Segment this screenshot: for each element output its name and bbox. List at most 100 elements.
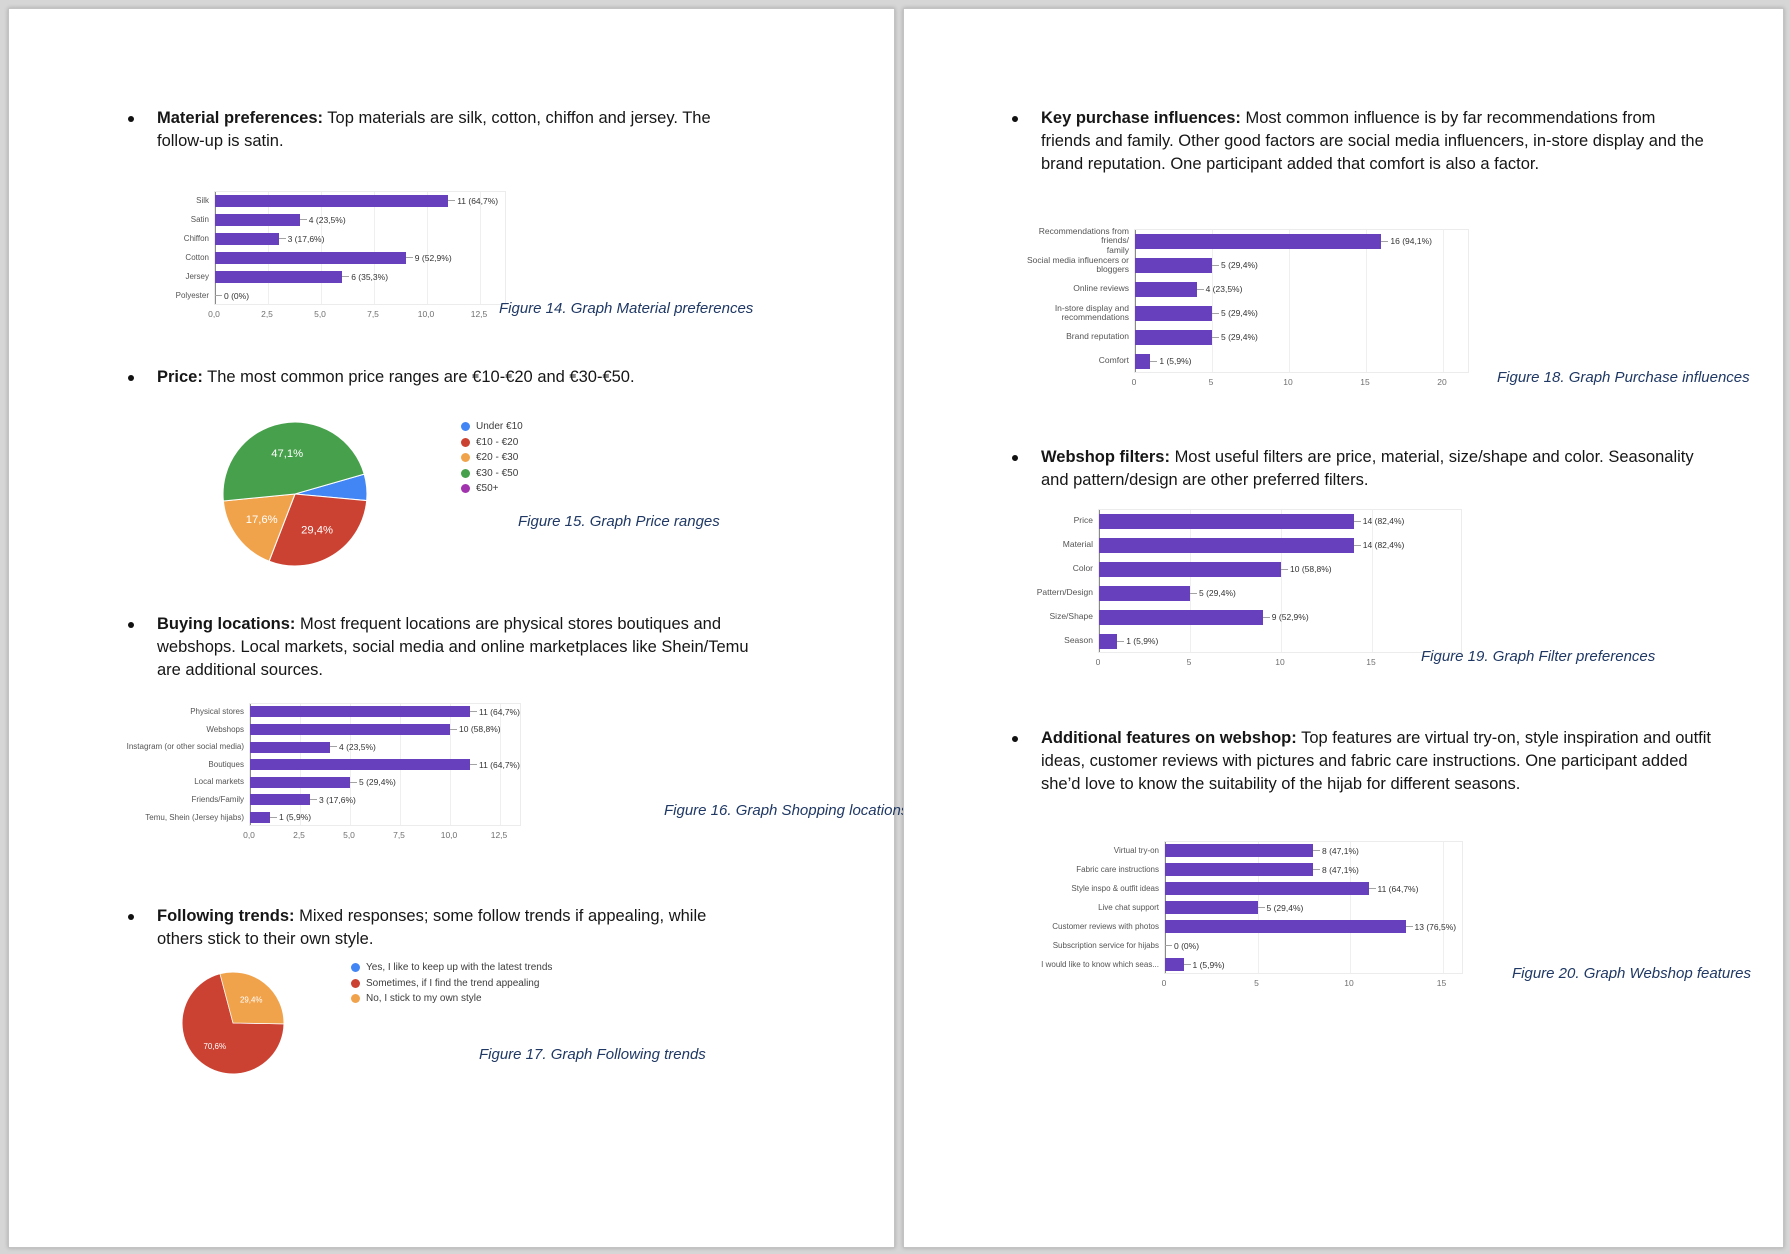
chart-value-label: 14 (82,4%) <box>1353 533 1404 557</box>
chart-bar <box>1099 585 1190 601</box>
figure-caption-19: Figure 19. Graph Filter preferences <box>1421 648 1656 665</box>
chart-category-label: Virtual try-on <box>1113 845 1159 855</box>
chart-category-label: Silk <box>196 195 209 205</box>
bullet-text: Mixed responses; some follow trends if a… <box>157 907 707 948</box>
figure-caption-15: Figure 15. Graph Price ranges <box>518 513 720 530</box>
chart-value-label: 0 (0%) <box>1165 936 1199 955</box>
chart-gridline <box>1372 510 1373 652</box>
chart-value-label: 9 (52,9%) <box>1262 605 1309 629</box>
chart-gridline <box>1350 842 1351 973</box>
figure-caption-16: Figure 16. Graph Shopping locations <box>664 802 909 819</box>
bullet-buying-locations: Buying locations: Most frequent location… <box>124 613 752 682</box>
chart-category-label: Instagram (or other social media) <box>126 742 244 752</box>
chart-axis-tick-label: 7,5 <box>393 830 405 841</box>
chart-category-label: Customer reviews with photos <box>1052 921 1159 931</box>
pie-slice <box>181 973 285 1075</box>
chart-axis-tick-label: 0 <box>1161 978 1167 988</box>
chart-value-label: 6 (35,3%) <box>342 267 388 286</box>
chart-axis-tick-label: 5,0 <box>343 830 355 841</box>
chart-value-label: 10 (58,8%) <box>450 721 501 739</box>
bullet-icon <box>128 375 134 381</box>
chart-gridline <box>268 192 269 304</box>
chart-category-label: Size/Shape <box>1049 611 1093 622</box>
chart-category-label: Live chat support <box>1098 902 1159 912</box>
chart-bar <box>1135 305 1212 321</box>
chart-category-label: Friends/Family <box>191 795 244 805</box>
bullet-icon <box>128 914 134 920</box>
bullet-key-purchase-influences: Key purchase influences: Most common inf… <box>1008 107 1708 176</box>
chart-bar <box>250 723 450 735</box>
chart-bar <box>215 194 449 207</box>
chart-bar <box>1135 329 1212 345</box>
bullet-label: Additional features on webshop: <box>1041 729 1297 747</box>
bar-chart-filter-preferences: Price 14 (82,4%) Material 14 (82,4%) Color 10… <box>1002 509 1462 670</box>
chart-plot-area <box>214 191 506 305</box>
chart-bar <box>1165 844 1313 857</box>
chart-category-label: Pattern/Design <box>1036 587 1093 598</box>
chart-value-label: 4 (23,5%) <box>1196 277 1242 301</box>
page-1: Material preferences: Top materials are … <box>8 8 908 1248</box>
legend-item: €10 - €20 <box>461 436 591 449</box>
chart-value-label: 16 (94,1%) <box>1381 229 1432 253</box>
chart-axis-tick-label: 10 <box>1344 978 1354 988</box>
bullet-text: Top features are virtual try-on, style i… <box>1041 729 1712 793</box>
chart-axis-tick-label: 10,0 <box>440 830 458 841</box>
bullet-icon <box>1012 116 1018 122</box>
bar-chart-purchase-influences: Recommendations from friends/family 16 (9… <box>1024 225 1469 390</box>
pie-legend-following-trends: Yes, I like to keep up with the latest t… <box>351 961 561 1008</box>
chart-category-label: Social media influencers or bloggers <box>1026 254 1129 274</box>
bullet-text: Most frequent locations are physical sto… <box>157 615 749 679</box>
legend-color-dot <box>461 422 470 431</box>
chart-gridline <box>321 192 322 304</box>
bullet-text: Top materials are silk, cotton, chiffon … <box>157 109 711 150</box>
bullet-icon <box>128 116 134 122</box>
chart-category-label: Boutiques <box>208 759 244 769</box>
figure-caption-17: Figure 17. Graph Following trends <box>479 1046 706 1063</box>
chart-bar <box>1165 882 1369 895</box>
chart-category-label: Recommendations from friends/family <box>1038 225 1129 255</box>
chart-axis-tick-label: 20 <box>1437 377 1447 387</box>
chart-axis-tick-label: 5 <box>1254 978 1259 988</box>
bar-chart-webshop-features: Virtual try-on 8 (47,1%) Fabric care instr… <box>1028 841 1463 991</box>
chart-gridline <box>1281 510 1282 652</box>
chart-category-label: Satin <box>190 214 209 224</box>
pie-slice-label: 17,6% <box>246 514 278 526</box>
chart-value-label: 4 (23,5%) <box>330 738 376 756</box>
bullet-icon <box>128 622 134 628</box>
bullet-webshop-filters: Webshop filters: Most useful filters are… <box>1008 446 1708 492</box>
legend-item: Under €10 <box>461 420 591 433</box>
chart-value-label: 5 (29,4%) <box>1190 581 1236 605</box>
legend-label: Under €10 <box>476 421 523 432</box>
chart-value-label: 10 (58,8%) <box>1281 557 1332 581</box>
chart-value-label: 5 (29,4%) <box>1212 253 1258 277</box>
chart-value-label: 1 (5,9%) <box>270 809 311 827</box>
chart-value-label: 11 (64,7%) <box>470 703 520 721</box>
chart-value-label: 11 (64,7%) <box>1368 879 1418 898</box>
chart-value-label: 5 (29,4%) <box>350 773 396 791</box>
chart-axis-tick-label: 0,0 <box>243 830 255 841</box>
legend-color-dot <box>461 468 470 478</box>
chart-category-label: Style inspo & outfit ideas <box>1071 883 1159 893</box>
bullet-price: Price: The most common price ranges are … <box>124 366 752 389</box>
chart-category-label: Webshops <box>206 724 244 734</box>
chart-category-label: Temu, Shein (Jersey hijabs) <box>145 812 244 822</box>
chart-gridline <box>480 192 481 304</box>
chart-bar <box>1099 633 1118 649</box>
chart-gridline <box>1190 510 1191 652</box>
chart-category-label: Chiffon <box>183 233 209 243</box>
chart-axis-tick-label: 0,0 <box>208 309 220 319</box>
legend-item: €30 - €50 <box>461 467 591 480</box>
chart-category-label: Material <box>1062 539 1093 550</box>
chart-axis-tick-label: 10,0 <box>417 309 435 319</box>
chart-category-label: Color <box>1072 563 1093 574</box>
chart-category-label: Comfort <box>1098 355 1129 366</box>
legend-label: €20 - €30 <box>476 452 519 463</box>
chart-bar <box>215 232 279 245</box>
chart-value-label: 8 (47,1%) <box>1313 841 1359 860</box>
legend-color-dot <box>351 978 360 988</box>
chart-value-label: 11 (64,7%) <box>448 191 498 210</box>
chart-gridline <box>1289 230 1290 372</box>
chart-category-label: Brand reputation <box>1066 331 1129 342</box>
chart-bar <box>1099 513 1354 529</box>
chart-value-label: 4 (23,5%) <box>299 210 346 229</box>
